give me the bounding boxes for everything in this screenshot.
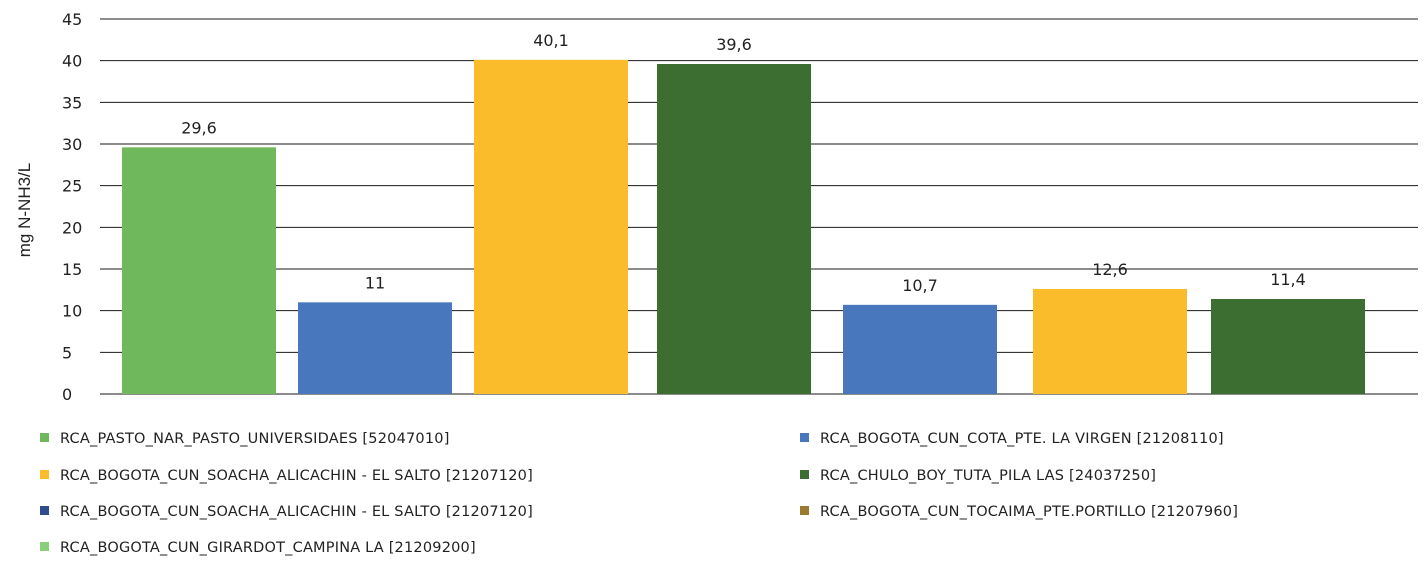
legend-entry: RCA_BOGOTA_CUN_SOACHA_ALICACHIN - EL SAL… (60, 468, 533, 484)
bar (122, 147, 276, 394)
legend-swatch (40, 506, 49, 515)
y-tick-label: 10 (62, 302, 82, 321)
bar (1033, 289, 1187, 394)
y-tick-label: 30 (62, 135, 82, 154)
y-tick-label: 25 (62, 177, 82, 196)
y-tick-label: 0 (62, 385, 72, 404)
legend-swatch (40, 433, 49, 442)
bar-data-label: 11,4 (1270, 270, 1306, 289)
y-tick-label: 45 (62, 10, 82, 29)
bar (657, 64, 811, 394)
bar-data-label: 11 (365, 273, 385, 292)
bar-data-label: 12,6 (1092, 260, 1128, 279)
legend-entry: RCA_PASTO_NAR_PASTO_UNIVERSIDAES [520470… (60, 431, 450, 447)
y-tick-label: 40 (62, 52, 82, 71)
legend: RCA_PASTO_NAR_PASTO_UNIVERSIDAES [520470… (40, 431, 1238, 556)
y-tick-label: 35 (62, 93, 82, 112)
legend-entry: RCA_CHULO_BOY_TUTA_PILA LAS [24037250] (820, 468, 1156, 484)
legend-entry: RCA_BOGOTA_CUN_TOCAIMA_PTE.PORTILLO [212… (820, 504, 1238, 520)
y-axis-ticks: 0 5 10 15 20 25 30 35 40 45 (62, 10, 82, 404)
bar-data-label: 39,6 (716, 35, 752, 54)
bar (843, 304, 997, 394)
bar-data-label: 29,6 (181, 118, 217, 137)
legend-swatch (800, 433, 809, 442)
bars (122, 59, 1365, 394)
data-labels: 29,6 11 40,1 39,6 10,7 12,6 11,4 (181, 31, 1306, 295)
bar-data-label: 40,1 (533, 31, 569, 50)
bar (1211, 299, 1365, 394)
bar-data-label: 10,7 (902, 276, 938, 295)
legend-swatch (40, 542, 49, 551)
legend-entry: RCA_BOGOTA_CUN_SOACHA_ALICACHIN - EL SAL… (60, 504, 533, 520)
legend-swatch (800, 506, 809, 515)
y-tick-label: 15 (62, 260, 82, 279)
bar (298, 302, 452, 394)
y-axis-label: mg N-NH3/L (15, 163, 34, 257)
legend-entry: RCA_BOGOTA_CUN_COTA_PTE. LA VIRGEN [2120… (820, 431, 1224, 447)
legend-entry: RCA_BOGOTA_CUN_GIRARDOT_CAMPINA LA [2120… (60, 540, 476, 556)
y-tick-label: 5 (62, 343, 72, 362)
legend-swatch (800, 470, 809, 479)
y-tick-label: 20 (62, 218, 82, 237)
legend-swatch (40, 470, 49, 479)
bar (474, 59, 628, 394)
